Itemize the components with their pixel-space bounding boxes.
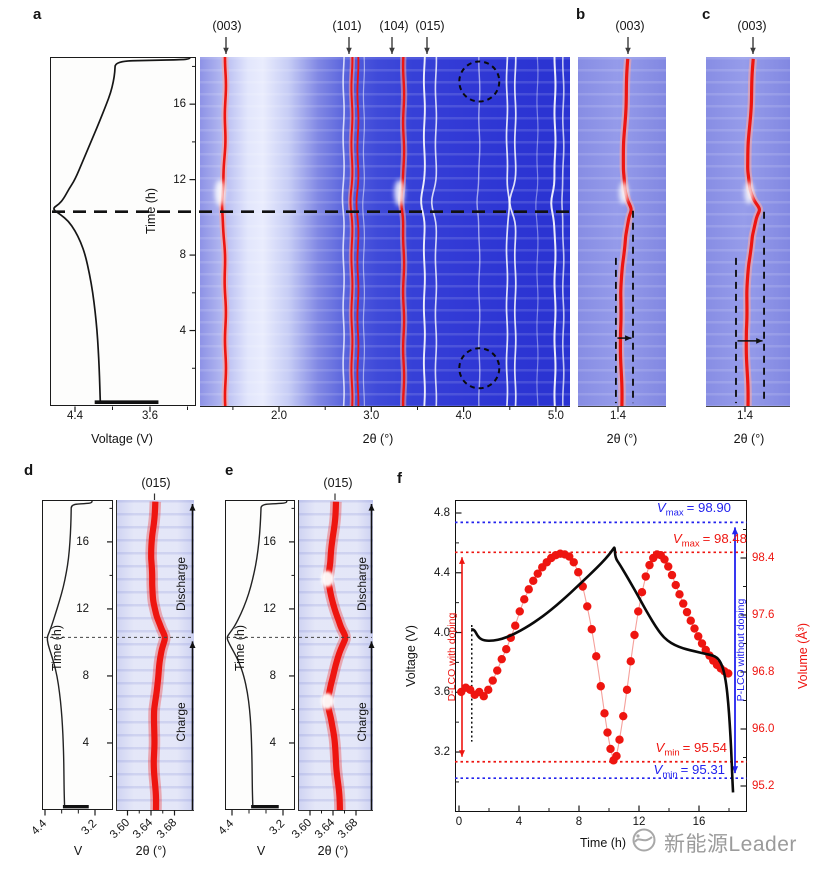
axis-title-voltage-e: V: [256, 844, 266, 858]
panel-d-time-tick: 8: [82, 669, 89, 682]
panel-e-2theta-tick: 3.60: [289, 816, 315, 842]
annotation-charge-d: Charge: [174, 702, 188, 742]
peak-label-101-a: (101): [332, 19, 362, 33]
axis-title-voltage-f: Voltage (V): [404, 625, 418, 687]
panel-a-2theta-tick: 2.0: [271, 410, 287, 422]
axis-title-time-d: Time (h): [50, 624, 64, 672]
panel-f-voltage-tick: 4.4: [434, 566, 450, 579]
panel-a-2theta-tick: 5.0: [547, 410, 564, 422]
panel-a-time-tick: 4: [179, 324, 186, 337]
annotation-charge-e: Charge: [355, 702, 369, 742]
panel-e-time-tick: 16: [263, 535, 276, 548]
panel-d-2theta-tick: 3.64: [130, 816, 156, 842]
annotation-discharge-d: Discharge: [174, 556, 188, 612]
peak-label-015-a: (015): [415, 19, 445, 33]
panel-a-time-tick: 12: [173, 173, 186, 186]
panel-f-x-tick: 16: [692, 816, 706, 828]
panel-a-2theta-tick: 4.0: [455, 410, 472, 422]
watermark: 新能源Leader: [630, 826, 797, 860]
panel-d-2theta-tick: 3.60: [107, 816, 132, 842]
panel-c-2theta-tick: 1.4: [737, 410, 753, 422]
xrd-heatmap-d: [116, 500, 194, 811]
panel-a-2theta-tick: 3.0: [363, 410, 380, 422]
annotation-vmin-blue: Vmin = 95.31: [653, 762, 725, 781]
panel-e-time-tick: 4: [269, 736, 276, 749]
panel-label-f: f: [397, 470, 402, 487]
peak-label-104-a: (104): [379, 19, 409, 33]
axis-title-time-a: Time (h): [144, 187, 158, 235]
panel-a-time-tick: 8: [179, 249, 186, 262]
axis-title-voltage-d: V: [73, 844, 83, 858]
axis-title-2theta-e: 2θ (°): [317, 844, 349, 858]
panel-label-a: a: [33, 6, 42, 23]
annotation-vmin-red: Vmin = 95.54: [655, 740, 727, 759]
xrd-heatmap-a: [200, 57, 570, 407]
panel-f-voltage-tick: 4.8: [434, 507, 450, 519]
axis-title-time-f: Time (h): [579, 836, 627, 850]
panel-f-volume-tick: 96.8: [752, 666, 775, 678]
panel-a-voltage-tick: 3.6: [142, 410, 158, 422]
panel-d-time-tick: 16: [76, 535, 89, 548]
panel-d-voltage-tick: 3.2: [79, 817, 100, 838]
panel-e-2theta-tick: 3.68: [335, 816, 361, 842]
peak-label-003-c: (003): [737, 19, 767, 33]
panel-d-time-tick: 4: [82, 736, 89, 749]
peak-label-015-d: (015): [141, 476, 171, 490]
panel-label-c: c: [702, 6, 711, 23]
panel-label-b: b: [576, 6, 586, 23]
panel-label-e: e: [225, 462, 234, 479]
axis-title-voltage-a: Voltage (V): [91, 432, 153, 446]
watermark-text: 新能源Leader: [664, 833, 797, 856]
axis-title-2theta-a: 2θ (°): [362, 432, 394, 446]
axis-title-time-e: Time (h): [233, 624, 247, 672]
panel-d-time-tick: 12: [76, 602, 89, 615]
panel-b-2theta-tick: 1.4: [610, 410, 626, 422]
axis-title-volume-f: Volume (Å³): [796, 623, 810, 689]
panel-f-volume-tick: 96.0: [752, 723, 775, 735]
peak-label-003-a: (003): [212, 19, 242, 33]
panel-f-voltage-tick: 3.6: [434, 686, 450, 699]
annotation-vmax-red: Vmax = 98.48: [672, 531, 747, 550]
panel-a-time-tick: 16: [173, 98, 186, 111]
panel-a-voltage-tick: 4.4: [67, 410, 83, 422]
xrd-heatmap-e: [298, 500, 373, 811]
panel-e-2theta-tick: 3.64: [312, 816, 338, 842]
panel-f-voltage-tick: 3.2: [434, 746, 450, 759]
panel-f-x-tick: 0: [455, 816, 463, 828]
xrd-heatmap-b: [578, 57, 666, 407]
watermark-logo-icon: [630, 826, 658, 860]
series-label-plco: P-LCO without doping: [735, 598, 747, 702]
panel-f-volume-tick: 95.2: [752, 780, 775, 792]
peak-label-015-e: (015): [323, 476, 353, 490]
panel-d-voltage-tick: 4.4: [29, 817, 50, 838]
panel-d-2theta-tick: 3.68: [154, 816, 179, 842]
panel-f-x-tick: 4: [515, 816, 523, 828]
panel-e-time-tick: 8: [269, 669, 276, 682]
annotation-discharge-e: Discharge: [355, 556, 369, 612]
panel-f-volume-tick: 98.4: [752, 552, 775, 564]
panel-e-voltage-tick: 4.4: [216, 817, 237, 838]
xrd-heatmap-c: [706, 57, 790, 407]
panel-f-voltage-tick: 4.0: [434, 626, 450, 639]
panel-f-volume-tick: 97.6: [752, 609, 775, 621]
annotation-vmax-blue: Vmax = 98.90: [656, 500, 731, 519]
panel-f-x-tick: 12: [632, 816, 646, 828]
panel-label-d: d: [24, 462, 34, 479]
panel-e-voltage-tick: 3.2: [267, 817, 288, 838]
axis-title-2theta-b: 2θ (°): [606, 432, 638, 446]
axis-title-2theta-c: 2θ (°): [733, 432, 765, 446]
panel-f-x-tick: 8: [575, 816, 583, 828]
axis-title-2theta-d: 2θ (°): [135, 844, 167, 858]
peak-label-003-b: (003): [615, 19, 645, 33]
panel-e-time-tick: 12: [263, 602, 276, 615]
